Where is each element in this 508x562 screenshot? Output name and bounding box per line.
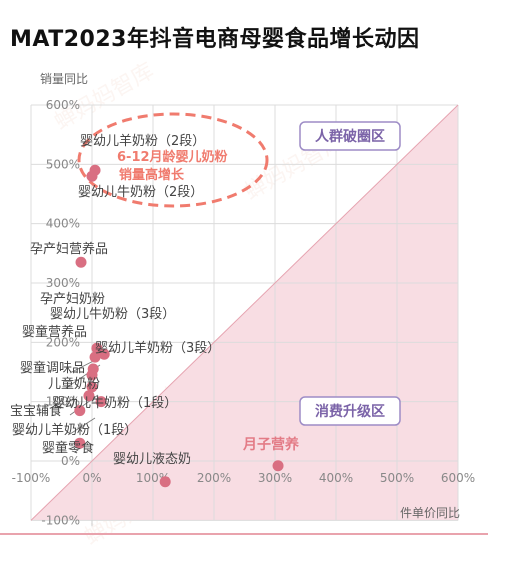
zone-box — [299, 396, 401, 426]
watermark-text: 蝉妈妈智库 — [51, 59, 159, 136]
page-title: MAT2023年抖音电商母婴食品增长动因 — [10, 27, 420, 52]
x-tick-label: 600% — [441, 471, 475, 485]
annotation-text: 6-12月龄婴儿奶粉 — [117, 149, 228, 165]
data-point — [75, 256, 87, 268]
data-point — [86, 381, 98, 393]
y-tick-label: 0% — [61, 454, 80, 468]
point-label: 宝宝辅食 — [10, 403, 62, 419]
x-tick-label: 500% — [380, 471, 414, 485]
diagonal-line — [30, 104, 459, 521]
data-point — [86, 369, 98, 381]
data-point — [95, 396, 107, 408]
data-point — [89, 351, 101, 363]
x-tick-label: 300% — [258, 471, 292, 485]
point-label: 儿童奶粉 — [48, 376, 100, 392]
point-label: 孕产妇营养品 — [30, 241, 108, 257]
y-tick-label: 300% — [46, 276, 80, 290]
x-tick-label: 0% — [82, 471, 101, 485]
zone-label: 消费升级区 — [315, 403, 385, 420]
point-label: 婴幼儿牛奶粉（1段） — [52, 396, 177, 411]
y-tick-label: 200% — [46, 335, 80, 349]
point-label: 婴幼儿羊奶粉（1段） — [12, 422, 137, 438]
leader-line — [69, 417, 96, 435]
point-label: 婴童零食 — [42, 440, 94, 456]
data-point — [83, 390, 95, 402]
point-label: 婴童调味品 — [20, 360, 85, 376]
point-label: 月子营养 — [242, 436, 300, 453]
data-point — [159, 476, 171, 488]
point-label: 婴幼儿羊奶粉（2段） — [80, 133, 205, 149]
x-axis-label: 件单价同比 — [400, 506, 460, 520]
data-point — [86, 170, 98, 182]
x-tick-label: 400% — [319, 471, 353, 485]
footer-divider — [0, 533, 488, 535]
x-tick-label: -100% — [12, 471, 51, 485]
data-point — [74, 437, 86, 449]
point-label: 孕产妇奶粉 — [40, 291, 105, 307]
highlight-ellipse — [77, 112, 269, 208]
data-point — [98, 348, 110, 360]
y-tick-label: 600% — [46, 98, 80, 112]
y-tick-label: -100% — [41, 513, 80, 527]
zone-label: 人群破圈区 — [315, 128, 385, 145]
point-label: 婴幼儿羊奶粉（3段） — [95, 340, 220, 356]
point-label: 婴幼儿牛奶粉（3段） — [50, 307, 175, 322]
point-label: 婴童营养品 — [22, 324, 87, 340]
y-tick-label: 500% — [46, 157, 80, 171]
y-axis-label: 销量同比 — [40, 72, 88, 86]
data-point — [91, 342, 103, 354]
zone-box — [299, 121, 401, 151]
point-label: 婴幼儿液态奶 — [113, 452, 191, 467]
y-tick-label: 400% — [46, 217, 80, 231]
x-tick-label: 200% — [197, 471, 231, 485]
y-tick-label: 100% — [46, 395, 80, 409]
point-label: 婴幼儿牛奶粉（2段） — [78, 185, 203, 200]
annotation-text: 销量高增长 — [119, 167, 185, 183]
data-point — [272, 460, 284, 472]
data-point — [74, 405, 86, 417]
